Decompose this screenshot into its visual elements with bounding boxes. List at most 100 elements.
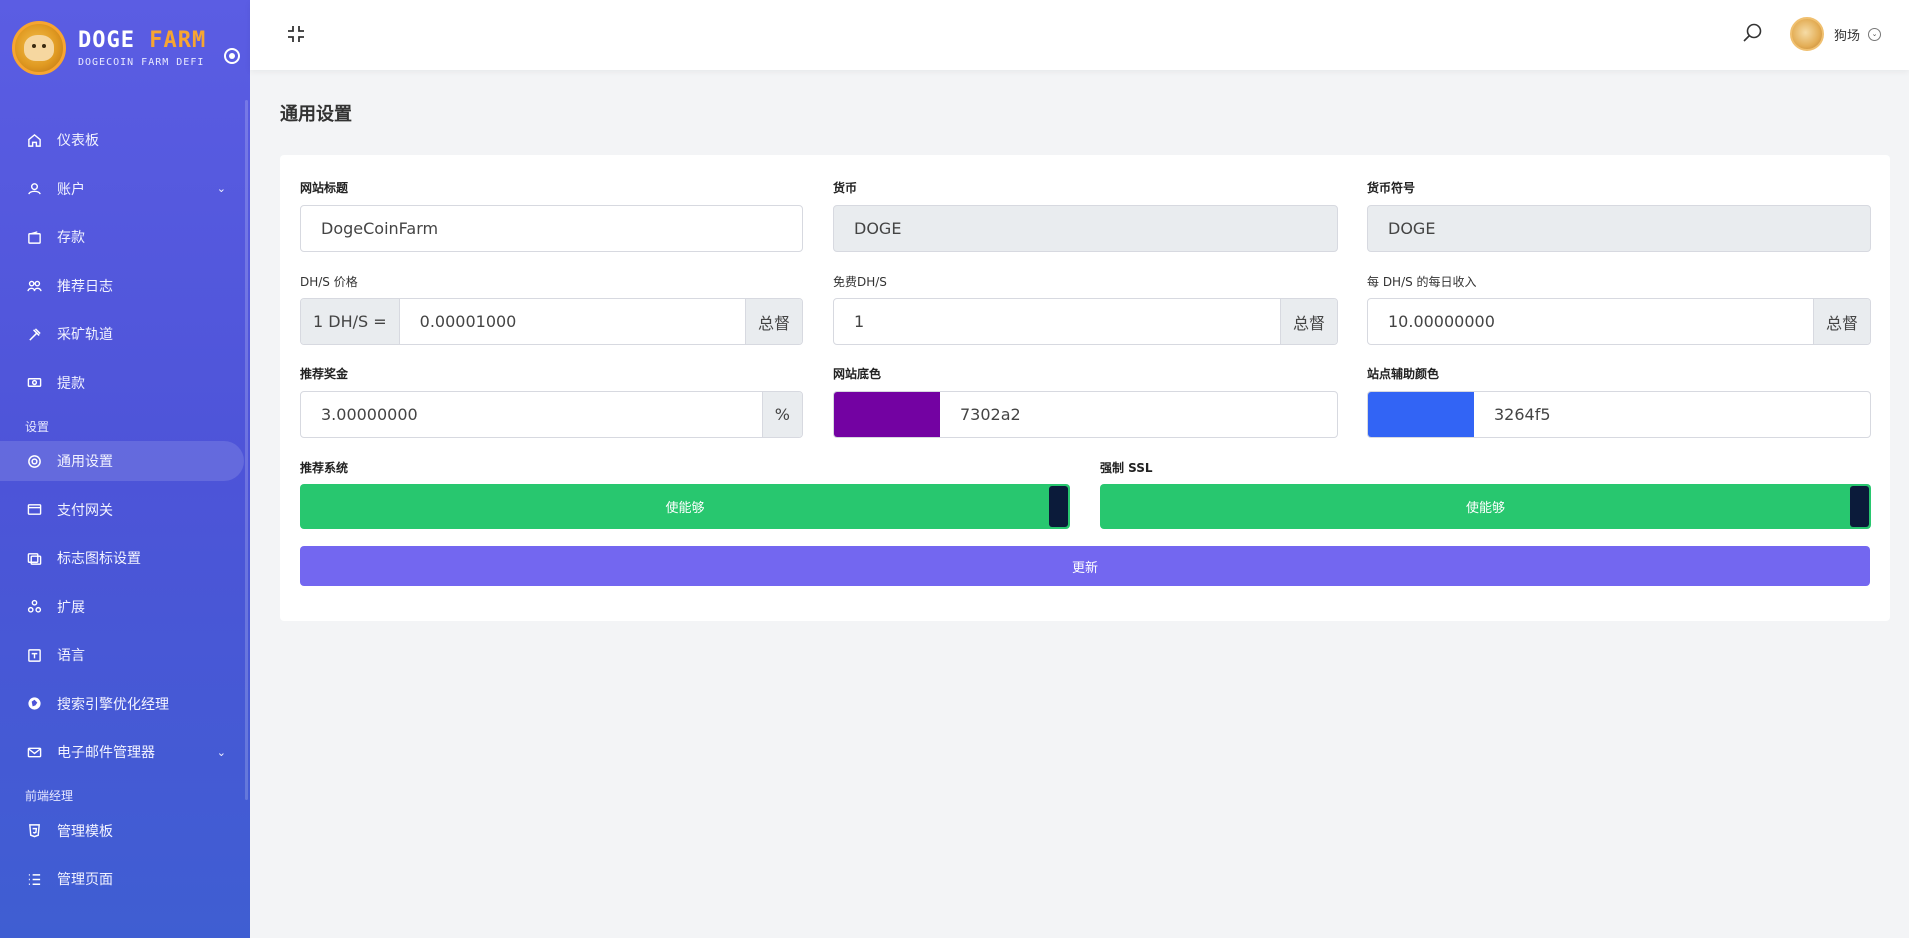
free-dh-suffix: 总督: [1279, 299, 1337, 344]
avatar: [1790, 17, 1824, 51]
sidebar: DOGE FARM DOGECOIN FARM DEFI 仪表板 账户 ⌄ 存款…: [0, 0, 250, 938]
search-icon[interactable]: [1742, 22, 1764, 44]
sidebar-item-label: 存款: [57, 230, 85, 246]
currency-input: DOGE: [833, 205, 1338, 252]
wallet-icon: [26, 229, 42, 245]
free-dh-input[interactable]: 1: [854, 312, 865, 331]
sidebar-item-manage-pages[interactable]: 管理页面: [0, 859, 250, 899]
daily-income-input[interactable]: 10.00000000: [1388, 312, 1495, 331]
update-button[interactable]: 更新: [300, 546, 1870, 586]
sidebar-item-manage-templates[interactable]: 管理模板: [0, 811, 250, 851]
chevron-down-icon: ⌄: [1868, 27, 1882, 41]
site-title-label: 网站标题: [300, 181, 349, 195]
users-icon: [26, 181, 42, 197]
secondary-color-swatch[interactable]: [1368, 392, 1474, 437]
home-icon: [26, 132, 42, 148]
sidebar-toggle-icon[interactable]: [224, 48, 240, 64]
referral-system-label: 推荐系统: [300, 461, 349, 475]
sidebar-item-label: 仪表板: [57, 133, 99, 149]
secondary-color-group: 3264f5: [1367, 391, 1871, 438]
base-color-label: 网站底色: [833, 367, 882, 381]
sidebar-item-email-manager[interactable]: 电子邮件管理器 ⌄: [0, 732, 250, 772]
secondary-color-input[interactable]: 3264f5: [1494, 405, 1551, 424]
sidebar-item-mining[interactable]: 采矿轨道: [0, 314, 250, 354]
sidebar-item-label: 提款: [57, 375, 85, 392]
base-color-input[interactable]: 7302a2: [960, 405, 1021, 424]
site-title-input[interactable]: DogeCoinFarm: [300, 205, 803, 252]
sidebar-item-withdrawals[interactable]: 提款: [0, 363, 250, 403]
sidebar-item-deposits[interactable]: 存款: [0, 217, 250, 257]
settings-icon: [26, 453, 42, 469]
cash-icon: [26, 375, 42, 391]
user-menu[interactable]: 狗场 ⌄: [1790, 17, 1882, 51]
globe-icon: [26, 696, 42, 712]
brand-name-part2: FARM: [149, 28, 207, 53]
force-ssl-toggle[interactable]: 使能够: [1100, 484, 1871, 529]
sidebar-item-payment-gateways[interactable]: 支付网关: [0, 490, 250, 530]
daily-income-label: 每 DH/S 的每日收入: [1367, 275, 1477, 289]
sidebar-item-dashboard[interactable]: 仪表板: [0, 120, 250, 160]
sidebar-item-extensions[interactable]: 扩展: [0, 587, 250, 627]
dh-price-prefix: 1 DH/S =: [301, 299, 400, 344]
secondary-color-label: 站点辅助颜色: [1367, 367, 1440, 381]
sidebar-section-settings: 设置: [25, 419, 50, 434]
sidebar-item-label: 管理模板: [57, 823, 113, 840]
hammer-icon: [26, 326, 42, 342]
sidebar-item-label: 电子邮件管理器: [57, 745, 155, 761]
referral-icon: [26, 278, 42, 294]
referral-bonus-input[interactable]: 3.00000000: [321, 405, 418, 424]
mail-icon: [26, 744, 42, 760]
brand-tagline: DOGECOIN FARM DEFI: [78, 57, 205, 68]
sidebar-item-label: 采矿轨道: [57, 327, 113, 343]
sidebar-nav: 仪表板 账户 ⌄ 存款 推荐日志 采矿轨道 提款 设置 通用设置: [0, 120, 250, 908]
image-icon: [26, 550, 42, 566]
sidebar-item-label: 语言: [57, 648, 85, 664]
html-icon: [26, 823, 42, 839]
dh-price-label: DH/S 价格: [300, 275, 358, 289]
sidebar-item-language[interactable]: 语言: [0, 635, 250, 675]
sidebar-item-label: 通用设置: [57, 454, 113, 470]
top-bar: 狗场 ⌄: [250, 0, 1909, 70]
doge-logo-icon: [12, 21, 66, 75]
free-dh-group: 1 总督: [833, 298, 1338, 345]
sidebar-item-label: 推荐日志: [57, 278, 113, 295]
sidebar-item-label: 标志图标设置: [57, 551, 141, 567]
user-name: 狗场: [1834, 28, 1861, 44]
page-title: 通用设置: [280, 104, 352, 125]
dh-price-input[interactable]: 0.00001000: [419, 312, 517, 331]
sidebar-item-label: 扩展: [57, 599, 85, 616]
referral-bonus-label: 推荐奖金: [300, 367, 349, 381]
sidebar-scrollbar[interactable]: [245, 100, 248, 800]
sidebar-item-accounts[interactable]: 账户 ⌄: [0, 169, 250, 209]
sidebar-item-general-settings[interactable]: 通用设置: [0, 441, 244, 481]
referral-bonus-suffix: %: [761, 392, 802, 437]
brand[interactable]: DOGE FARM DOGECOIN FARM DEFI: [0, 0, 250, 96]
chevron-down-icon: ⌄: [216, 182, 226, 195]
base-color-swatch[interactable]: [834, 392, 940, 437]
brand-name-part1: DOGE: [78, 28, 135, 53]
list-icon: [26, 871, 42, 887]
referral-bonus-group: 3.00000000 %: [300, 391, 803, 438]
puzzle-icon: [26, 599, 42, 615]
free-dh-label: 免费DH/S: [833, 275, 887, 289]
toggle-handle[interactable]: [1049, 486, 1068, 527]
currency-symbol-input: DOGE: [1367, 205, 1871, 252]
sidebar-item-referral-log[interactable]: 推荐日志: [0, 266, 250, 306]
daily-income-group: 10.00000000 总督: [1367, 298, 1871, 345]
base-color-group: 7302a2: [833, 391, 1338, 438]
credit-card-icon: [26, 502, 42, 518]
fullscreen-exit-icon[interactable]: [286, 24, 306, 44]
currency-symbol-label: 货币符号: [1367, 181, 1416, 195]
dh-price-group: 1 DH/S = 0.00001000 总督: [300, 298, 803, 345]
sidebar-item-logo-settings[interactable]: 标志图标设置: [0, 538, 250, 578]
sidebar-item-seo[interactable]: 搜索引擎优化经理: [0, 684, 250, 724]
chevron-down-icon: ⌄: [216, 745, 226, 759]
brand-name: DOGE FARM: [78, 28, 206, 53]
referral-system-toggle[interactable]: 使能够: [300, 484, 1070, 529]
sidebar-item-label: 账户: [57, 181, 85, 198]
sidebar-section-frontend: 前端经理: [25, 789, 74, 803]
toggle-handle[interactable]: [1850, 486, 1869, 527]
currency-label: 货币: [833, 181, 858, 195]
sidebar-item-label: 管理页面: [57, 872, 113, 888]
language-icon: [26, 647, 42, 663]
